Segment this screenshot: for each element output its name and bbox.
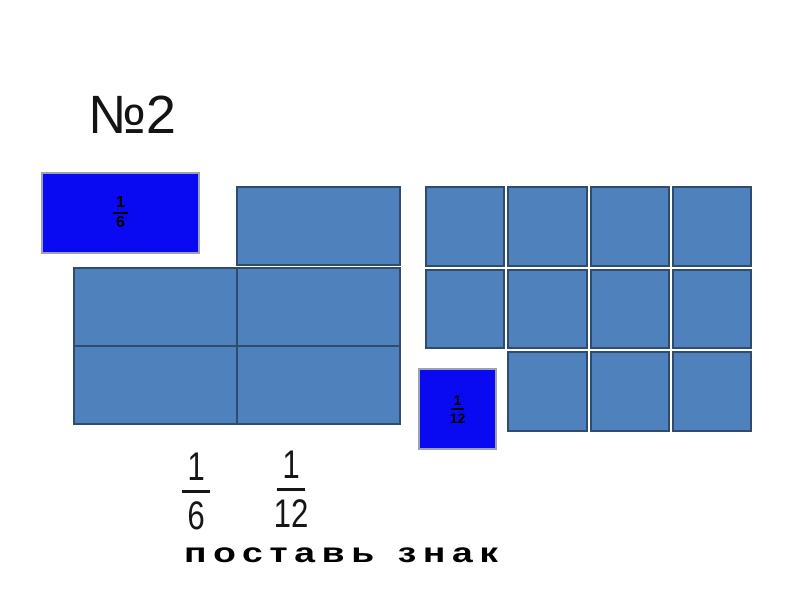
instruction-text: поставь знак: [184, 537, 505, 568]
twelfths-cell: [507, 268, 588, 350]
fraction-denominator: 6: [116, 214, 125, 231]
fraction-one-twelfth: 1 12: [450, 392, 466, 426]
sixths-cell: [238, 269, 399, 345]
comparison-fraction-left: 1 6: [173, 447, 220, 538]
fraction-denominator: 12: [273, 491, 309, 536]
fraction-label-one-twelfth: 1 12: [418, 368, 497, 450]
twelfths-cell: [507, 351, 588, 432]
twelfths-model-grid: [425, 186, 752, 432]
slide-title: №2: [88, 85, 176, 145]
comparison-fraction-right: 1 12: [268, 445, 315, 536]
sixths-cell: [75, 347, 236, 423]
fraction-denominator: 6: [187, 493, 205, 538]
twelfths-cell: [425, 268, 506, 350]
fraction-numerator: 1: [450, 392, 465, 410]
twelfths-cell: [507, 186, 588, 267]
twelfths-cell: [589, 351, 670, 432]
sixths-model-grid: [73, 267, 401, 425]
fraction-numerator: 1: [181, 447, 211, 493]
twelfths-cell: [425, 186, 506, 267]
fraction-numerator: 1: [276, 445, 306, 491]
fraction-numerator: 1: [113, 194, 128, 214]
fraction-one-sixth: 1 6: [113, 194, 128, 233]
fraction-denominator: 12: [449, 410, 466, 426]
twelfths-cell: [671, 186, 752, 267]
twelfths-cell: [671, 351, 752, 432]
twelfths-cell: [671, 268, 752, 350]
twelfths-cell: [589, 186, 670, 267]
fraction-label-one-sixth: 1 6: [41, 172, 200, 254]
sixths-cell: [75, 269, 236, 345]
sixths-model-cell-top: [236, 186, 401, 266]
twelfths-cell: [589, 268, 670, 350]
sixths-cell: [238, 347, 399, 423]
